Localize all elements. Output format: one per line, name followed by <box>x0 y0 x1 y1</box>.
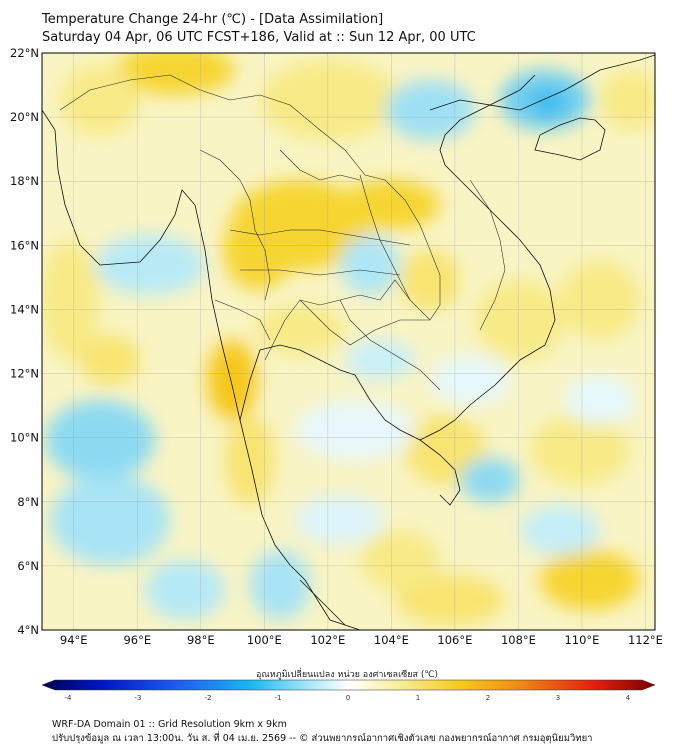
province-borders <box>59 74 506 391</box>
colorbar <box>41 679 656 691</box>
footer-credit: ปรับปรุงข้อมูล ณ เวลา 13:00น. วัน ส. ที่… <box>52 733 593 744</box>
latitude-label: 4°N <box>17 623 39 637</box>
latitude-label: 10°N <box>10 431 39 445</box>
longitude-label: 106°E <box>437 633 472 647</box>
colorbar-tick-label: 1 <box>416 694 420 702</box>
longitude-label: 110°E <box>564 633 599 647</box>
colorbar-tick-label: 2 <box>486 694 490 702</box>
latitude-label: 8°N <box>17 495 39 509</box>
latitude-label: 16°N <box>10 238 39 252</box>
latitude-label: 6°N <box>17 559 39 573</box>
map-figure: 22°N 20°N 18°N 16°N 14°N 12°N 10°N 8°N 6°N 4°N 94… <box>10 46 663 702</box>
longitude-label: 112°E <box>628 633 663 647</box>
longitude-label: 100°E <box>247 633 282 647</box>
colorbar-tick-label: 4 <box>626 694 631 702</box>
colorbar-tick-label: -3 <box>135 694 142 702</box>
colorbar-tick-labels: -4 -3 -2 -1 0 1 2 3 4 <box>65 694 631 702</box>
latitude-label: 12°N <box>10 367 39 381</box>
latitude-label: 14°N <box>10 302 39 316</box>
longitude-label: 108°E <box>501 633 536 647</box>
map-title: Temperature Change 24-hr (℃) - [Data Ass… <box>42 12 384 27</box>
longitude-label: 98°E <box>187 633 215 647</box>
latitude-labels: 22°N 20°N 18°N 16°N 14°N 12°N 10°N 8°N 6°N 4°N <box>10 46 39 637</box>
coastlines <box>42 54 655 630</box>
longitude-label: 104°E <box>374 633 409 647</box>
map-subtitle: Saturday 04 Apr, 06 UTC FCST+186, Valid … <box>42 30 476 45</box>
longitude-label: 94°E <box>60 633 88 647</box>
colorbar-title: อุณหภูมิเปลี่ยนแปลง หน่วย องศาเซลเซียส (… <box>256 667 438 680</box>
footer-domain-info: WRF-DA Domain 01 :: Grid Resolution 9km … <box>52 719 287 730</box>
latitude-label: 20°N <box>10 110 39 124</box>
colorbar-tick-label: -4 <box>65 694 73 702</box>
colorbar-tick-label: -2 <box>205 694 212 702</box>
colorbar-tick-label: -1 <box>275 694 282 702</box>
colorbar-tick-label: 0 <box>346 694 350 702</box>
latitude-label: 22°N <box>10 46 39 60</box>
colorbar-tick-label: 3 <box>556 694 560 702</box>
longitude-label: 102°E <box>310 633 345 647</box>
temperature-field <box>42 53 655 630</box>
latitude-label: 18°N <box>10 174 39 188</box>
longitude-labels: 94°E 96°E 98°E 100°E 102°E 104°E 106°E 108°E 110… <box>60 633 663 647</box>
longitude-label: 96°E <box>123 633 151 647</box>
plot-frame <box>41 52 656 631</box>
